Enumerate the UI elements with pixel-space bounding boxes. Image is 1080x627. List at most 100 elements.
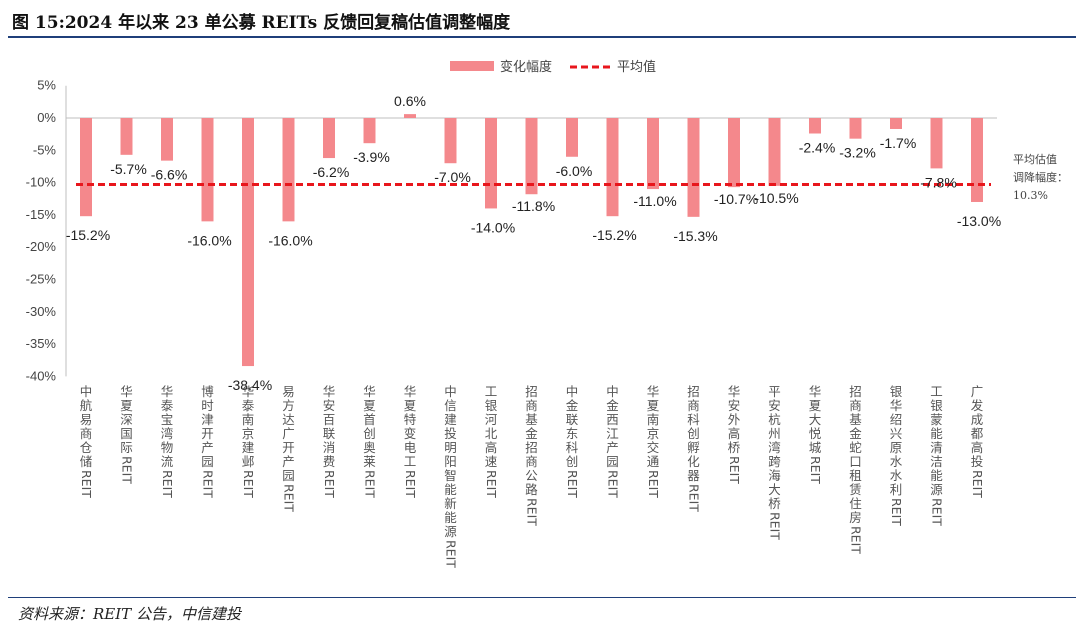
- category-label: 中航易商仓储: [80, 384, 93, 469]
- y-tick-label: 5%: [37, 78, 56, 93]
- data-label: -15.2%: [66, 227, 110, 243]
- data-label: -1.7%: [880, 135, 917, 151]
- figure-title: 图 15:2024 年以来 23 单公募 REITs 反馈回复稿估值调整幅度: [12, 13, 511, 33]
- category-label: 华夏南京交通: [647, 384, 660, 469]
- bar: [849, 118, 862, 139]
- category-label: 工银蒙能清洁能源: [930, 384, 943, 497]
- bar: [687, 118, 700, 217]
- y-tick-label: -5%: [33, 142, 57, 157]
- category-label-suffix: REIT: [687, 484, 702, 512]
- category-label: 招商基金蛇口租赁住房: [849, 384, 862, 525]
- bar: [728, 118, 740, 188]
- category-label-suffix: REIT: [363, 470, 378, 498]
- bar: [485, 118, 497, 209]
- bar: [363, 118, 376, 144]
- category-label-suffix: REIT: [484, 470, 499, 498]
- category-label-suffix: REIT: [606, 470, 621, 498]
- data-label: -16.0%: [268, 232, 312, 248]
- y-tick-label: -25%: [26, 272, 57, 287]
- data-label: -3.2%: [839, 145, 876, 161]
- category-label: 易方达广开产园: [282, 384, 295, 483]
- category-label-suffix: REIT: [79, 470, 94, 498]
- data-label: -11.8%: [512, 198, 555, 214]
- category-label-suffix: REIT: [322, 470, 337, 498]
- bar-chart: 5% 0% -5% -10% -15% -20% -25% -30% -35% -40% -15.2…: [26, 59, 1068, 568]
- category-label: 银华绍兴原水水利: [890, 384, 903, 497]
- category-label-suffix: REIT: [201, 470, 216, 498]
- category-label: 华夏大悦城: [809, 384, 822, 455]
- category-label-suffix: REIT: [403, 470, 418, 498]
- data-label: -14.0%: [471, 219, 515, 235]
- y-tick-label: -10%: [26, 175, 57, 190]
- bar: [768, 118, 781, 186]
- bar: [404, 114, 416, 118]
- data-label: -6.2%: [313, 164, 350, 180]
- data-label: -2.4%: [799, 140, 836, 156]
- data-label: -38.4%: [228, 377, 272, 393]
- data-label: -11.0%: [633, 193, 676, 209]
- data-label: -6.6%: [151, 167, 188, 183]
- data-label: -7.8%: [920, 174, 957, 190]
- bar: [282, 118, 295, 222]
- category-label-suffix: REIT: [970, 470, 985, 498]
- category-label-suffix: REIT: [849, 526, 864, 554]
- category-label: 博时津开产园: [201, 384, 214, 469]
- data-label: -6.0%: [556, 163, 593, 179]
- data-label: -15.2%: [592, 227, 636, 243]
- legend-label: 平均值: [617, 59, 656, 75]
- category-label-suffix: REIT: [282, 484, 297, 512]
- category-label-suffix: REIT: [727, 456, 742, 484]
- y-tick-label: -40%: [26, 368, 57, 383]
- bar: [525, 118, 538, 195]
- bar: [809, 118, 821, 134]
- category-label: 华夏首创奥莱: [363, 384, 376, 469]
- bar: [80, 118, 92, 217]
- category-label: 华泰宝湾物流: [161, 384, 174, 469]
- category-label: 广发成都高投: [971, 384, 984, 469]
- data-label: 0.6%: [394, 93, 426, 109]
- data-label: -16.0%: [187, 232, 231, 248]
- category-label-suffix: REIT: [241, 470, 256, 498]
- category-label: 中金西江产园: [606, 384, 619, 469]
- data-label: -10.7%: [714, 191, 758, 207]
- category-label: 平安杭州湾跨海大桥: [768, 384, 781, 511]
- category-label: 华泰南京建邺: [242, 384, 255, 469]
- category-label: 招商基金招商公路: [525, 384, 538, 497]
- category-label: 工银河北高速: [485, 384, 498, 469]
- category-label-suffix: REIT: [808, 456, 823, 484]
- bar: [323, 118, 335, 159]
- category-label-suffix: REIT: [120, 456, 135, 484]
- bar: [566, 118, 578, 157]
- category-label: 中金联东科创: [566, 384, 579, 469]
- category-label: 华夏特变电工: [404, 384, 417, 469]
- category-label: 华安外高桥: [728, 384, 741, 455]
- category-label-suffix: REIT: [444, 540, 459, 568]
- data-label: -7.0%: [434, 169, 471, 185]
- data-label: -15.3%: [673, 228, 717, 244]
- data-label: -13.0%: [957, 213, 1001, 229]
- bar: [201, 118, 214, 222]
- y-tick-label: -35%: [26, 336, 57, 351]
- y-tick-label: 0%: [37, 110, 56, 125]
- bar: [647, 118, 659, 190]
- source-rule: [8, 597, 1076, 598]
- y-tick-label: -20%: [26, 239, 57, 254]
- average-annotation: 10.3%: [1013, 189, 1048, 202]
- bar: [444, 118, 457, 164]
- data-label: -3.9%: [353, 149, 390, 165]
- category-label-suffix: REIT: [768, 512, 783, 540]
- y-tick-label: -15%: [26, 207, 57, 222]
- bar: [930, 118, 943, 169]
- data-label: -5.7%: [110, 161, 147, 177]
- category-label-suffix: REIT: [930, 498, 945, 526]
- category-label-suffix: REIT: [525, 498, 540, 526]
- legend-swatch-bar: [450, 61, 494, 71]
- bar: [890, 118, 902, 129]
- category-label-suffix: REIT: [565, 470, 580, 498]
- average-annotation: 平均估值: [1013, 153, 1057, 166]
- category-label-suffix: REIT: [646, 470, 661, 498]
- bar: [606, 118, 619, 217]
- category-label-suffix: REIT: [889, 498, 904, 526]
- data-label: -10.5%: [754, 190, 798, 206]
- category-label-suffix: REIT: [160, 470, 175, 498]
